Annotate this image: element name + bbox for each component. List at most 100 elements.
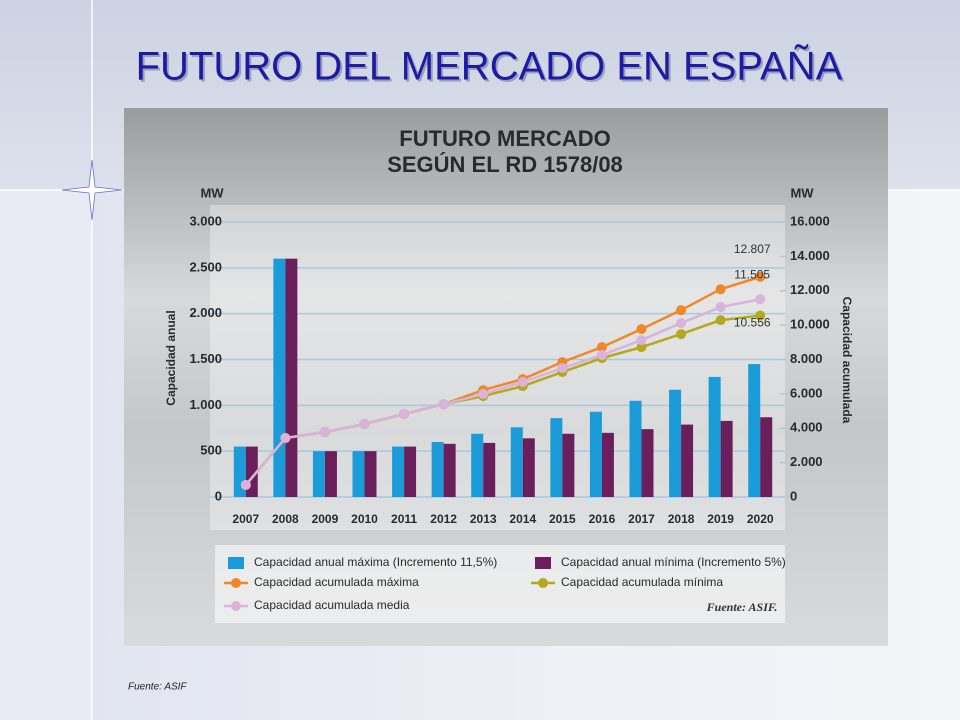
legend-label: Capacidad acumulada máxima: [254, 575, 419, 589]
chart-title: SEGÚN EL RD 1578/08: [387, 152, 623, 177]
bar: [431, 442, 444, 497]
line-point: [755, 271, 766, 282]
x-tick-label: 2019: [707, 512, 734, 526]
y2-tick-label: 6.000: [790, 385, 823, 400]
line-point: [399, 408, 410, 419]
y-tick-label: 500: [200, 443, 222, 458]
chart-title: FUTURO MERCADO: [399, 126, 610, 151]
x-tick-label: 2020: [747, 512, 774, 526]
x-tick-label: 2017: [628, 512, 655, 526]
legend-swatch: [231, 601, 241, 611]
line-point: [755, 310, 766, 321]
bar: [483, 442, 496, 497]
data-label: 11.505: [734, 267, 770, 281]
slide-left-band: [0, 190, 92, 720]
y-tick-label: 2.000: [189, 305, 222, 320]
line-point: [240, 479, 251, 490]
bar: [352, 451, 365, 497]
bar: [589, 411, 602, 497]
x-tick-label: 2013: [470, 512, 497, 526]
line-point: [557, 363, 568, 374]
bar: [601, 432, 614, 497]
legend-swatch: [231, 578, 241, 588]
legend-label: Capacidad acumulada media: [254, 598, 410, 612]
line-point: [359, 419, 370, 430]
x-tick-label: 2011: [391, 512, 417, 526]
bar: [285, 258, 298, 497]
x-tick-label: 2007: [232, 512, 259, 526]
slide-title-shadow: FUTURO DEL MERCADO EN ESPAÑA: [138, 46, 845, 91]
bar: [443, 443, 456, 497]
bar: [550, 418, 563, 497]
y-axis-title: Capacidad anual: [164, 310, 178, 405]
line-point: [636, 342, 647, 353]
bar: [641, 429, 654, 497]
bar: [562, 433, 575, 497]
y2-tick-label: 2.000: [790, 454, 823, 469]
bar: [669, 389, 682, 497]
y-unit: MW: [200, 185, 224, 200]
bar: [760, 417, 773, 497]
y2-tick-label: 16.000: [790, 213, 830, 228]
line-point: [676, 318, 687, 329]
legend-label: Capacidad anual máxima (Incremento 11,5%…: [254, 555, 497, 569]
line-point: [715, 315, 726, 326]
legend-label: Capacidad acumulada mínima: [561, 575, 723, 589]
y-tick-label: 3.000: [189, 213, 222, 228]
line-point: [517, 377, 528, 388]
y2-unit: MW: [790, 185, 814, 200]
x-tick-label: 2016: [589, 512, 616, 526]
line-point: [280, 433, 291, 444]
y-tick-label: 0: [215, 488, 222, 503]
line: [244, 298, 761, 486]
data-label: 12.807: [734, 242, 771, 256]
bar: [681, 424, 694, 497]
y2-tick-label: 0: [790, 488, 797, 503]
line-point: [715, 284, 726, 295]
line-point: [715, 302, 726, 313]
x-tick-label: 2012: [430, 512, 457, 526]
line-point: [636, 324, 647, 335]
data-label: 10.556: [734, 316, 771, 330]
line-point: [676, 329, 687, 340]
y-tick-label: 1.500: [189, 351, 222, 366]
bar: [510, 427, 523, 497]
bar: [522, 438, 535, 497]
y2-tick-label: 10.000: [790, 317, 830, 332]
y-tick-label: 2.500: [189, 259, 222, 274]
bar: [629, 400, 642, 497]
x-tick-label: 2018: [668, 512, 695, 526]
slide-title: FUTURO DEL MERCADO EN ESPAÑA: [136, 44, 843, 89]
line-point: [596, 350, 607, 361]
bar: [312, 451, 325, 497]
x-tick-label: 2010: [351, 512, 378, 526]
y2-tick-label: 14.000: [790, 248, 830, 263]
line-point: [478, 389, 489, 400]
bar: [245, 446, 258, 497]
x-tick-label: 2015: [549, 512, 576, 526]
line-point: [755, 294, 766, 305]
line-point: [676, 305, 687, 316]
bar: [471, 433, 484, 497]
bar: [392, 446, 405, 497]
bar: [708, 376, 721, 497]
x-tick-label: 2008: [272, 512, 299, 526]
star-ornament: [61, 159, 123, 221]
bar: [364, 451, 377, 497]
y2-tick-label: 8.000: [790, 351, 823, 366]
legend-box: [215, 545, 785, 623]
bar: [324, 451, 337, 497]
bar: [404, 446, 417, 497]
slide-footer: Fuente: ASIF: [128, 682, 187, 693]
y2-tick-label: 12.000: [790, 282, 830, 297]
chart-source: Fuente: ASIF.: [706, 600, 778, 614]
line-point: [319, 427, 330, 438]
bar: [273, 258, 286, 497]
legend-swatch: [228, 557, 244, 569]
legend-label: Capacidad anual mínima (Incremento 5%): [561, 555, 786, 569]
y2-tick-label: 4.000: [790, 420, 823, 435]
line-point: [636, 335, 647, 346]
x-tick-label: 2009: [312, 512, 339, 526]
bar: [748, 364, 761, 497]
